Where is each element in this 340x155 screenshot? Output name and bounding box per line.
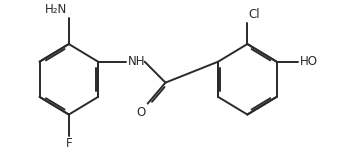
Text: H₂N: H₂N <box>45 3 67 16</box>
Text: F: F <box>66 137 72 150</box>
Text: O: O <box>136 106 146 120</box>
Text: NH: NH <box>128 55 145 68</box>
Text: HO: HO <box>300 55 317 68</box>
Text: Cl: Cl <box>248 8 260 21</box>
